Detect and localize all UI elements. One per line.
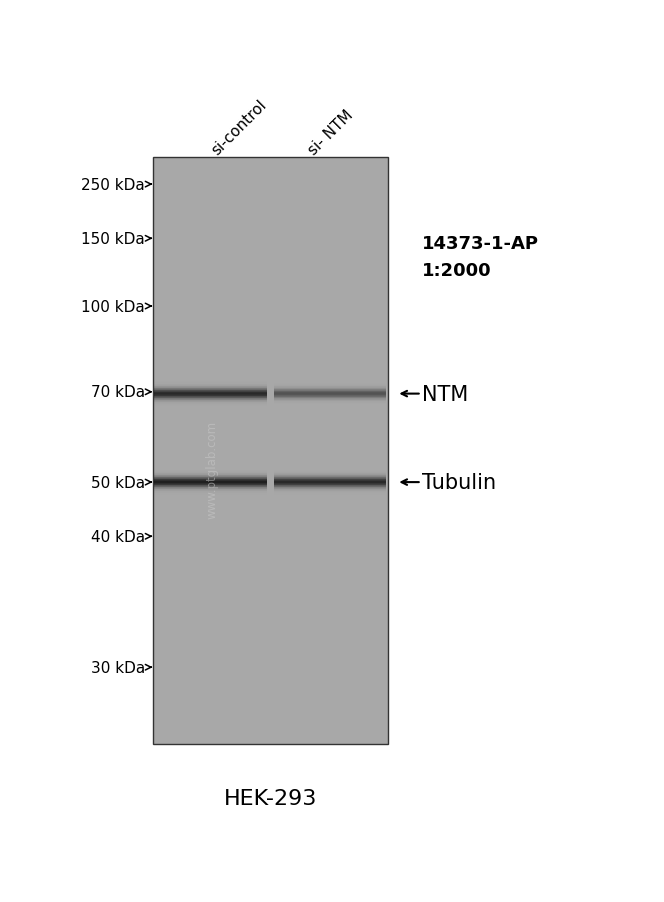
Text: Tubulin: Tubulin	[422, 473, 496, 492]
Text: NTM: NTM	[422, 384, 468, 404]
Text: 30 kDa: 30 kDa	[90, 660, 145, 675]
Text: 40 kDa: 40 kDa	[90, 529, 145, 544]
Text: 250 kDa: 250 kDa	[81, 178, 145, 192]
Text: si- NTM: si- NTM	[305, 107, 356, 158]
Text: 70 kDa: 70 kDa	[90, 385, 145, 400]
Text: 14373-1-AP
1:2000: 14373-1-AP 1:2000	[422, 235, 539, 280]
Text: www.ptglab.com: www.ptglab.com	[206, 420, 219, 518]
Bar	[153, 158, 388, 744]
Text: 150 kDa: 150 kDa	[81, 232, 145, 246]
Text: 100 kDa: 100 kDa	[81, 299, 145, 314]
Text: 50 kDa: 50 kDa	[90, 475, 145, 490]
Text: si-control: si-control	[209, 97, 270, 158]
Text: HEK-293: HEK-293	[224, 788, 317, 808]
